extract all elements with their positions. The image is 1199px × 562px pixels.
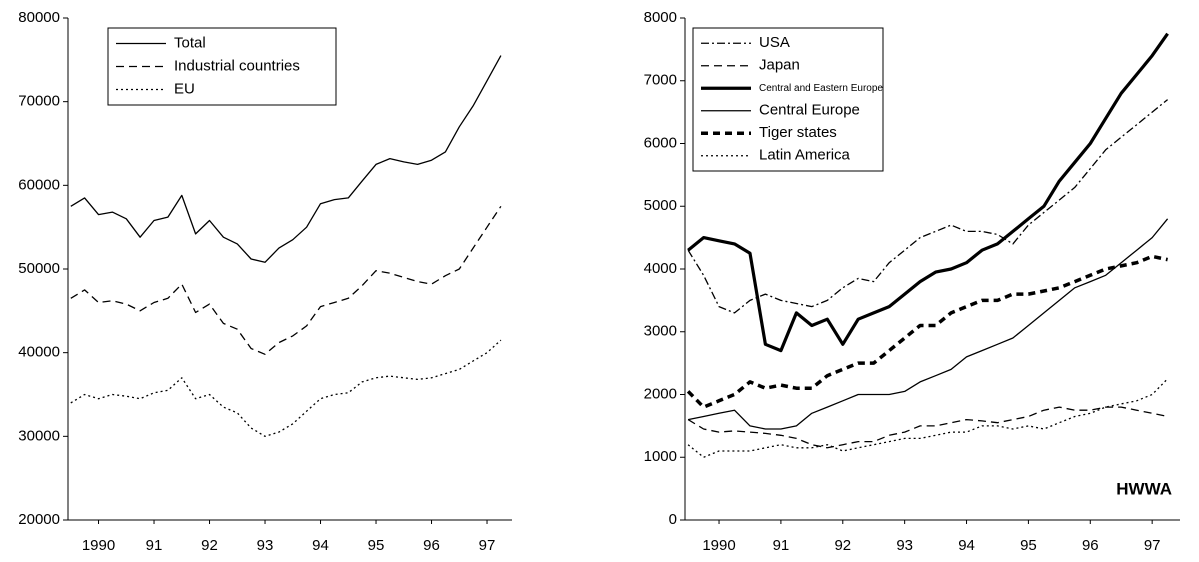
y-tick-label: 6000: [644, 134, 677, 151]
y-tick-label: 30000: [18, 427, 60, 444]
legend-label: Total: [174, 34, 206, 51]
series-line: [687, 99, 1169, 314]
x-tick-label: 91: [146, 537, 163, 554]
legend-label: Industrial countries: [174, 57, 300, 74]
series-line: [70, 55, 502, 263]
series-line: [687, 406, 1168, 449]
x-tick-label: 92: [201, 537, 218, 554]
y-tick-label: 0: [669, 511, 677, 528]
x-tick-label: 97: [1144, 537, 1161, 554]
y-tick-label: 1000: [644, 448, 677, 465]
series-line: [70, 205, 502, 355]
y-tick-label: 4000: [644, 260, 677, 277]
legend-label: Tiger states: [759, 124, 837, 141]
x-tick-label: 1990: [82, 537, 115, 554]
series-line: [687, 32, 1169, 353]
y-tick-label: 70000: [18, 93, 60, 110]
x-tick-label: 94: [312, 537, 329, 554]
y-tick-label: 60000: [18, 176, 60, 193]
y-tick-label: 7000: [644, 72, 677, 89]
series-line: [70, 339, 502, 437]
x-tick-label: 94: [958, 537, 975, 554]
legend-label: Central and Eastern Europe: [759, 83, 883, 94]
x-tick-label: 1990: [702, 537, 735, 554]
y-tick-label: 2000: [644, 385, 677, 402]
x-tick-label: 92: [834, 537, 851, 554]
x-tick-label: 93: [257, 537, 274, 554]
x-tick-label: 91: [773, 537, 790, 554]
legend-label: Latin America: [759, 147, 851, 164]
annotation: HWWA: [1116, 479, 1172, 498]
legend-label: Japan: [759, 57, 800, 74]
y-tick-label: 3000: [644, 323, 677, 340]
series-line: [687, 378, 1169, 458]
legend-label: Central Europe: [759, 102, 860, 119]
x-tick-label: 96: [1082, 537, 1099, 554]
legend-box: [107, 27, 337, 106]
y-tick-label: 80000: [18, 9, 60, 26]
series-line: [686, 254, 1168, 409]
y-tick-label: 20000: [18, 511, 60, 528]
x-tick-label: 95: [368, 537, 385, 554]
y-tick-label: 8000: [644, 9, 677, 26]
x-tick-label: 96: [423, 537, 440, 554]
x-tick-label: 97: [479, 537, 496, 554]
series-line: [687, 218, 1169, 430]
legend-label: EU: [174, 80, 195, 97]
legend-label: USA: [759, 34, 790, 51]
x-tick-label: 95: [1020, 537, 1037, 554]
legend-box: [692, 27, 884, 172]
y-tick-label: 40000: [18, 344, 60, 361]
y-tick-label: 50000: [18, 260, 60, 277]
y-tick-label: 5000: [644, 197, 677, 214]
x-tick-label: 93: [896, 537, 913, 554]
